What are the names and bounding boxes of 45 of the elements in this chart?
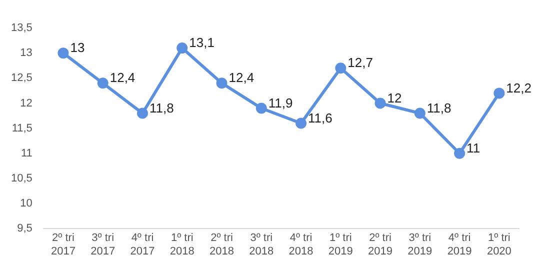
point (176, 42, 188, 54)
y-tick-label: 11 (20, 147, 32, 160)
data-label: 13 (70, 40, 85, 56)
x-tick-label: 2º tri 2019 (368, 232, 393, 258)
data-label: 11,6 (308, 110, 332, 126)
data-label: 12 (387, 90, 402, 106)
x-tick-label: 4º tri 2017 (130, 232, 155, 258)
y-tick-label: 11,5 (12, 122, 32, 134)
y-tick-label: 10,5 (10, 172, 32, 184)
point (374, 98, 386, 109)
y-tick-label: 10 (20, 198, 32, 210)
point (216, 78, 228, 89)
x-tick-label: 1º tri 2019 (328, 232, 353, 258)
point (414, 108, 426, 119)
y-tick-label: 12 (20, 97, 32, 110)
data-label: 11,8 (426, 100, 452, 116)
x-tick-label: 1º tri 2020 (486, 232, 512, 258)
y-tick-label: 12,5 (10, 72, 32, 84)
x-tick-label: 3º tri 2018 (249, 232, 274, 258)
x-tick-label: 4º tri 2019 (447, 232, 472, 258)
data-label: 11,9 (268, 95, 293, 110)
x-tick-label: 2º tri 2018 (210, 232, 234, 258)
x-tick-label: 3º tri 2019 (408, 232, 432, 258)
data-label: 11,8 (149, 100, 174, 116)
x-tick-label: 2º tri 2017 (50, 232, 76, 258)
point (256, 102, 267, 114)
data-label: 12,2 (506, 80, 532, 96)
point (296, 118, 307, 129)
point (454, 148, 466, 159)
point (335, 62, 346, 74)
data-label: 12,4 (110, 70, 136, 86)
point (97, 78, 108, 89)
point (136, 108, 148, 119)
y-tick-label: 13,5 (10, 22, 32, 34)
x-tick-label: 1º tri 2018 (170, 232, 194, 258)
point (494, 88, 505, 99)
x-tick-label: 3º tri 2017 (90, 232, 116, 258)
data-label: 12,7 (348, 55, 373, 70)
x-tick-label: 4º tri 2018 (288, 232, 314, 258)
data-label: 11 (466, 140, 480, 156)
y-tick-label: 13 (20, 47, 32, 60)
point (58, 48, 69, 59)
data-label: 12,4 (228, 70, 254, 86)
data-label: 13,1 (189, 35, 214, 50)
y-tick-label: 9,5 (17, 222, 32, 235)
